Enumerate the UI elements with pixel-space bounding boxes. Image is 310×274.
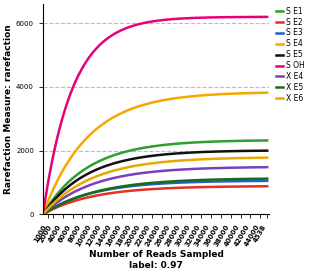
X E5 — [220, 178, 224, 181]
S E2 — [42, 212, 45, 216]
X E5 — [265, 177, 269, 180]
S E1 — [64, 182, 68, 186]
S E1 — [42, 212, 45, 215]
S E2 — [140, 188, 144, 192]
S E4 — [216, 93, 220, 96]
S E4 — [132, 106, 136, 110]
S E5 — [140, 156, 144, 159]
Line: S E5: S E5 — [43, 151, 267, 214]
X E5 — [132, 183, 136, 186]
Line: S E1: S E1 — [43, 141, 267, 213]
S OH — [64, 104, 68, 107]
S E1 — [220, 140, 224, 143]
X E6 — [220, 157, 224, 160]
X-axis label: Number of Reads Sampled
label: 0.97: Number of Reads Sampled label: 0.97 — [89, 250, 224, 270]
X E4 — [42, 212, 45, 215]
S E2 — [265, 185, 269, 188]
X E6 — [64, 191, 68, 194]
S E5 — [42, 212, 45, 215]
X E5 — [216, 178, 220, 181]
S E4 — [42, 211, 45, 215]
S E3 — [140, 183, 144, 187]
S E5 — [265, 149, 269, 152]
S E5 — [195, 151, 199, 154]
S E3 — [220, 180, 224, 183]
S E3 — [195, 180, 199, 184]
X E4 — [64, 195, 68, 198]
S E2 — [220, 185, 224, 189]
Line: S OH: S OH — [43, 17, 267, 211]
Line: X E5: X E5 — [43, 179, 267, 214]
S E4 — [195, 94, 199, 98]
S E2 — [216, 185, 220, 189]
S E3 — [64, 200, 68, 203]
S E2 — [195, 185, 199, 189]
X E6 — [140, 163, 144, 166]
S E1 — [265, 139, 269, 142]
Y-axis label: Rarefaction Measure: rarefaction: Rarefaction Measure: rarefaction — [4, 24, 13, 194]
S E1 — [140, 147, 144, 150]
X E4 — [220, 166, 224, 170]
S E1 — [195, 141, 199, 144]
S E4 — [265, 91, 269, 94]
X E4 — [132, 173, 136, 176]
S OH — [140, 22, 144, 25]
S E4 — [140, 104, 144, 107]
X E6 — [265, 156, 269, 159]
Line: X E4: X E4 — [43, 167, 267, 214]
X E5 — [195, 178, 199, 182]
S E3 — [42, 212, 45, 216]
X E4 — [265, 165, 269, 169]
Line: S E3: S E3 — [43, 181, 267, 214]
X E4 — [140, 172, 144, 175]
S OH — [220, 16, 224, 19]
S E3 — [265, 179, 269, 182]
X E5 — [140, 182, 144, 185]
S E5 — [132, 157, 136, 160]
S OH — [265, 15, 269, 19]
S E3 — [132, 184, 136, 187]
S E3 — [216, 180, 220, 183]
X E6 — [132, 164, 136, 168]
S E4 — [64, 163, 68, 166]
S E5 — [220, 150, 224, 153]
Line: S E2: S E2 — [43, 186, 267, 214]
S E2 — [132, 189, 136, 192]
Line: S E4: S E4 — [43, 93, 267, 213]
S E5 — [64, 187, 68, 190]
X E6 — [195, 158, 199, 161]
X E6 — [42, 212, 45, 215]
S OH — [216, 16, 220, 19]
Line: X E6: X E6 — [43, 158, 267, 214]
S OH — [132, 24, 136, 27]
Legend: S E1, S E2, S E3, S E4, S E5, S OH, X E4, X E5, X E6: S E1, S E2, S E3, S E4, S E5, S OH, X E4… — [276, 6, 306, 104]
S E1 — [216, 140, 220, 143]
X E4 — [195, 167, 199, 170]
S E2 — [64, 202, 68, 205]
S E4 — [220, 92, 224, 96]
S E1 — [132, 148, 136, 151]
S OH — [195, 16, 199, 19]
X E5 — [64, 200, 68, 203]
X E6 — [216, 157, 220, 160]
X E5 — [42, 212, 45, 216]
X E4 — [216, 166, 220, 170]
S E5 — [216, 150, 220, 153]
S OH — [42, 209, 45, 213]
